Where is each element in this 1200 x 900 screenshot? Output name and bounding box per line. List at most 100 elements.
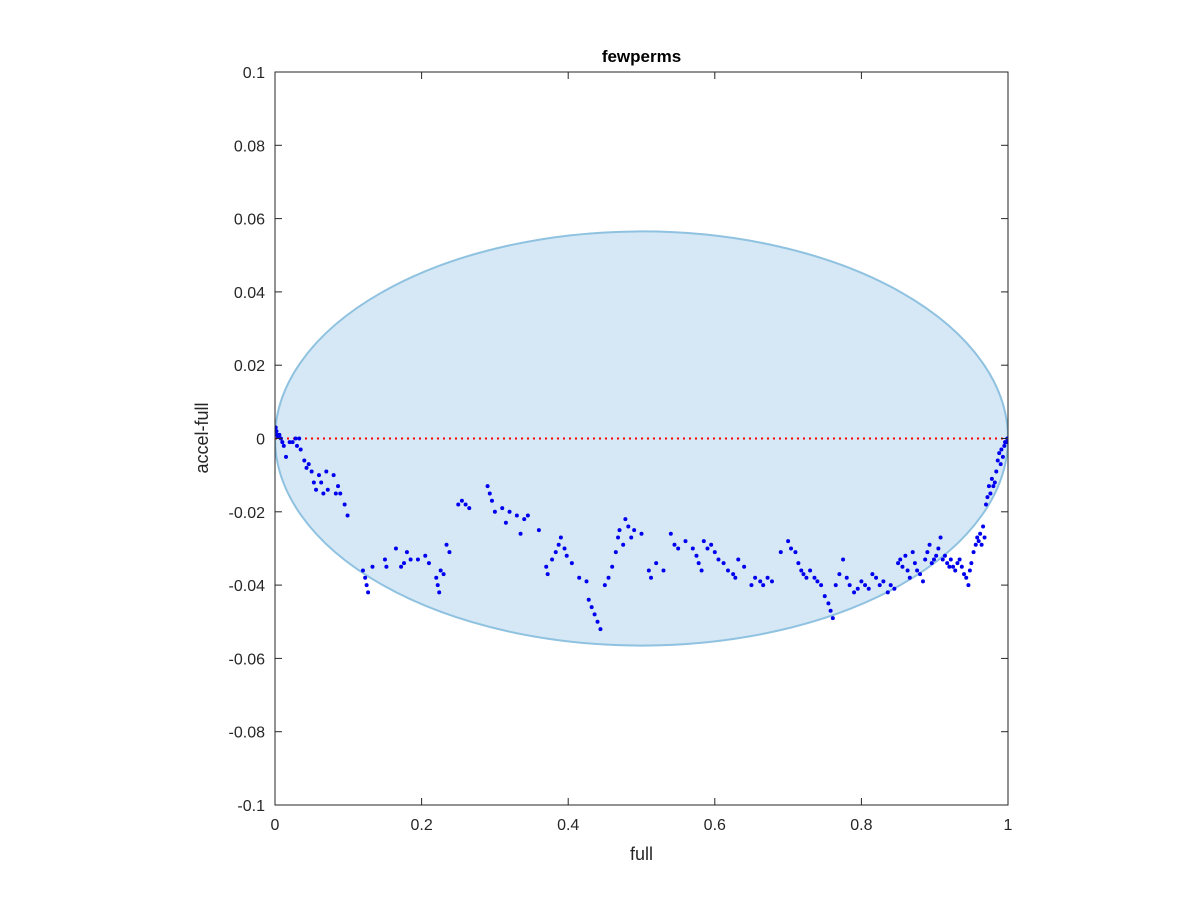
data-point	[275, 429, 279, 434]
data-point	[467, 506, 472, 511]
data-point	[384, 564, 389, 569]
data-point	[683, 539, 688, 544]
data-point	[287, 440, 292, 445]
data-point	[306, 462, 311, 467]
data-point	[544, 564, 549, 569]
data-point	[370, 564, 375, 569]
y-tick-label: 0.06	[234, 212, 265, 229]
data-point	[536, 528, 541, 533]
data-point	[877, 583, 882, 588]
data-point	[971, 550, 976, 555]
data-point	[437, 590, 442, 595]
x-tick-label: 0.4	[557, 817, 579, 834]
data-point	[998, 462, 1003, 467]
data-point	[859, 579, 864, 584]
plot-area	[275, 230, 1008, 647]
data-point	[912, 561, 917, 566]
data-point	[456, 502, 461, 507]
data-point	[847, 583, 852, 588]
data-point	[280, 440, 285, 445]
data-point	[646, 568, 651, 573]
data-point	[654, 561, 659, 566]
data-point	[923, 557, 928, 562]
data-point	[758, 579, 763, 584]
data-point	[489, 498, 494, 503]
data-point	[435, 583, 440, 588]
data-point	[324, 469, 329, 474]
data-point	[826, 601, 831, 606]
data-point	[870, 572, 875, 577]
data-point	[701, 539, 706, 544]
x-axis-ticks: 0 0.2 0.4 0.6 0.8 1	[271, 72, 1013, 834]
data-point	[696, 561, 701, 566]
data-point	[338, 491, 343, 496]
data-point	[988, 491, 993, 496]
data-point	[616, 535, 621, 540]
data-point	[927, 542, 932, 547]
data-point	[447, 550, 452, 555]
data-point	[874, 575, 879, 580]
data-point	[275, 425, 278, 430]
data-point	[331, 473, 336, 478]
data-point	[712, 550, 717, 555]
y-tick-label: -0.04	[229, 578, 266, 595]
data-point	[550, 557, 555, 562]
data-point	[885, 590, 890, 595]
data-point	[892, 586, 897, 591]
data-point	[277, 432, 282, 437]
data-point	[925, 550, 930, 555]
data-point	[992, 480, 997, 485]
data-point	[507, 509, 512, 514]
data-point	[577, 575, 582, 580]
x-tick-label: 0	[271, 817, 280, 834]
data-point	[953, 568, 958, 573]
data-point	[936, 546, 941, 551]
data-point	[934, 553, 939, 558]
y-tick-label: -0.1	[237, 798, 265, 815]
data-point	[999, 447, 1004, 452]
y-tick-label: -0.02	[229, 505, 266, 522]
data-point	[316, 473, 321, 478]
data-point	[281, 443, 286, 448]
data-point	[799, 568, 804, 573]
data-point	[888, 583, 893, 588]
data-point	[556, 542, 561, 547]
data-point	[617, 528, 622, 533]
data-point	[325, 487, 330, 492]
data-point	[938, 535, 943, 540]
data-point	[915, 568, 920, 573]
data-point	[976, 539, 981, 544]
data-point	[982, 535, 987, 540]
data-point	[733, 575, 738, 580]
data-point	[672, 542, 677, 547]
data-point	[940, 557, 945, 562]
data-point	[905, 568, 910, 573]
data-point	[808, 568, 813, 573]
data-point	[931, 557, 936, 562]
data-point	[997, 451, 1002, 456]
data-point	[1004, 440, 1008, 445]
data-point	[525, 513, 530, 518]
data-point	[804, 575, 809, 580]
data-point	[716, 557, 721, 562]
data-point	[558, 535, 563, 540]
data-point	[399, 564, 404, 569]
data-point	[463, 502, 468, 507]
data-point	[962, 572, 967, 577]
data-point	[855, 586, 860, 591]
data-point	[319, 480, 324, 485]
data-point	[459, 498, 464, 503]
data-point	[623, 517, 628, 522]
data-point	[364, 583, 369, 588]
data-point	[900, 564, 905, 569]
data-point	[866, 586, 871, 591]
data-point	[514, 513, 519, 518]
data-point	[749, 583, 754, 588]
data-point	[947, 564, 952, 569]
data-point	[297, 436, 302, 441]
data-point	[969, 561, 974, 566]
data-point	[345, 513, 350, 518]
data-point	[621, 542, 626, 547]
data-point	[822, 594, 827, 599]
